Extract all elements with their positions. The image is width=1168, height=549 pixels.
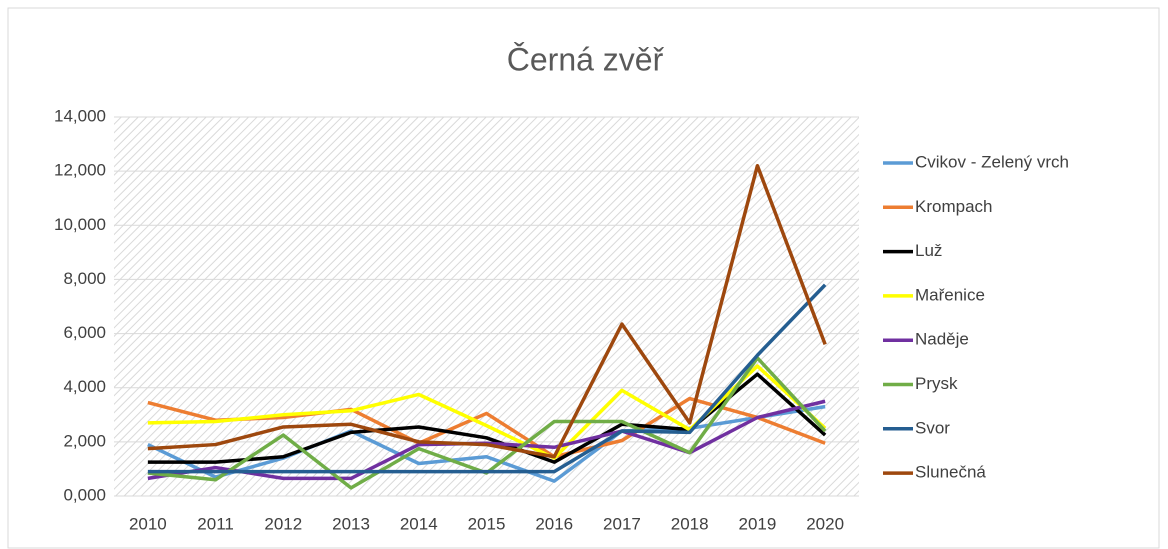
y-tick-label: 0,000 xyxy=(63,485,106,504)
legend-label: Naděje xyxy=(915,330,969,349)
x-tick-label: 2015 xyxy=(468,514,506,533)
x-tick-label: 2016 xyxy=(535,514,573,533)
series-line xyxy=(147,283,827,474)
legend-label: Slunečná xyxy=(915,463,986,482)
legend-label: Cvikov - Zelený vrch xyxy=(915,152,1069,171)
y-tick-label: 10,000 xyxy=(54,215,106,234)
legend-label: Luž xyxy=(915,241,942,260)
x-tick-label: 2011 xyxy=(197,514,234,533)
x-tick-label: 2017 xyxy=(603,514,641,533)
chart-title: Černá zvěř xyxy=(507,41,665,77)
series-line xyxy=(147,372,827,464)
y-tick-label: 8,000 xyxy=(63,269,106,288)
x-tick-label: 2019 xyxy=(738,514,776,533)
legend-label: Krompach xyxy=(915,197,992,216)
x-tick-label: 2013 xyxy=(332,514,370,533)
y-tick-label: 14,000 xyxy=(54,106,106,125)
series-line xyxy=(147,163,827,459)
y-tick-label: 6,000 xyxy=(63,323,106,342)
plot-area xyxy=(114,117,859,496)
y-tick-label: 12,000 xyxy=(54,161,106,180)
legend-label: Mařenice xyxy=(915,285,985,304)
y-tick-label: 2,000 xyxy=(63,431,106,450)
y-tick-label: 4,000 xyxy=(63,377,106,396)
x-tick-label: 2010 xyxy=(129,514,167,533)
x-tick-label: 2012 xyxy=(264,514,302,533)
legend-label: Svor xyxy=(915,418,950,437)
x-tick-label: 2014 xyxy=(400,514,438,533)
x-tick-label: 2020 xyxy=(806,514,844,533)
series-line xyxy=(147,404,826,483)
x-tick-label: 2018 xyxy=(671,514,709,533)
legend-label: Prysk xyxy=(915,374,958,393)
